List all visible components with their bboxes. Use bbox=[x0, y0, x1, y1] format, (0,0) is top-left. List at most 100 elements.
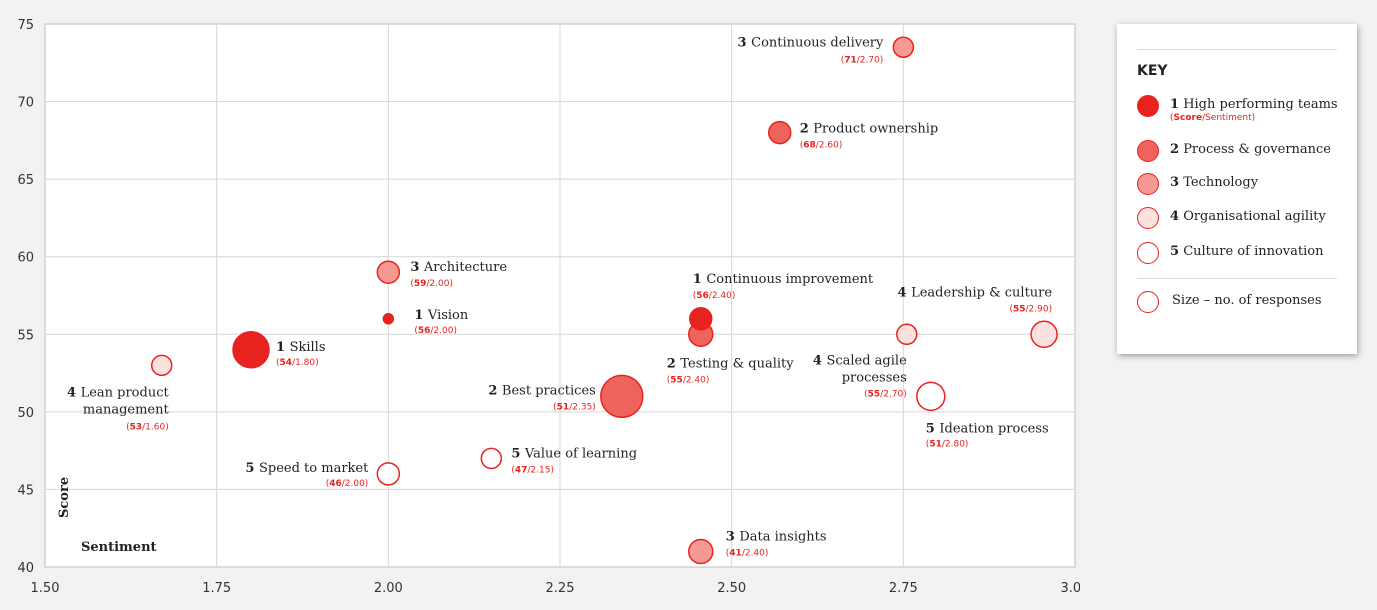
legend-item-label: Organisational agility bbox=[1183, 209, 1326, 224]
point-name: 5 Speed to market bbox=[245, 461, 369, 476]
x-tick-label: 2.25 bbox=[546, 581, 575, 596]
scatter-chart: 1.50 1.75 2.00 2.25 2.50 2.75 3.00 40 45 50 55 60 65… bbox=[17, 18, 1080, 596]
axis-ticks: 1.50 1.75 2.00 2.25 2.50 2.75 3.00 40 45 50 55 60 65… bbox=[17, 18, 1080, 596]
point-label-best-practices: 2 Best practices (51/2.35) bbox=[488, 383, 595, 412]
point-score-sentiment: (51/2.35) bbox=[553, 402, 596, 412]
point-label-skills: 1 Skills (54/1.80) bbox=[276, 340, 326, 368]
legend-item-organisational-agility: 4 Organisational agility bbox=[1137, 207, 1326, 229]
bubble-continuous-improvement bbox=[689, 307, 713, 331]
point-score-sentiment: (55/2.90) bbox=[1009, 304, 1052, 314]
point-name: 4 Lean product bbox=[67, 385, 169, 400]
point-name: 5 Value of learning bbox=[511, 446, 637, 461]
point-name: 3 Continuous delivery bbox=[738, 35, 884, 50]
point-score-sentiment: (68/2.60) bbox=[800, 141, 843, 151]
y-tick-label: 45 bbox=[17, 483, 34, 498]
point-score-sentiment: (55/2.70) bbox=[864, 389, 907, 399]
legend-item-culture-of-innovation: 5 Culture of innovation bbox=[1137, 242, 1323, 264]
legend-item-size: Size – no. of responses bbox=[1137, 291, 1322, 313]
legend-swatch-5 bbox=[1137, 242, 1159, 264]
x-tick-label: 2.50 bbox=[717, 581, 746, 596]
point-name: 3 Architecture bbox=[410, 260, 507, 275]
x-tick-label: 1.50 bbox=[31, 581, 60, 596]
legend-item-num: 5 bbox=[1170, 244, 1180, 259]
point-name: 1 Skills bbox=[276, 340, 326, 355]
point-score-sentiment: (53/1.60) bbox=[126, 422, 169, 432]
point-name: 2 Testing & quality bbox=[667, 356, 795, 371]
point-name: 3 Data insights bbox=[726, 529, 827, 544]
point-score-sentiment: (56/2.00) bbox=[414, 326, 457, 336]
point-score-sentiment: (59/2.00) bbox=[410, 279, 453, 289]
point-label-leadership-culture: 4 Leadership & culture (55/2.90) bbox=[898, 285, 1053, 314]
legend-item-high-performing-teams: 1 High performing teams (Score/Sentiment… bbox=[1137, 95, 1338, 123]
point-label-vision: 1 Vision (56/2.00) bbox=[414, 308, 469, 336]
bubble-leadership-culture bbox=[1030, 320, 1058, 349]
legend-title: KEY bbox=[1137, 63, 1168, 79]
x-tick-label: 2.00 bbox=[374, 581, 403, 596]
legend-item-num: 3 bbox=[1170, 175, 1180, 190]
legend-swatch-4 bbox=[1137, 207, 1159, 229]
y-tick-label: 40 bbox=[17, 561, 34, 576]
legend-item-num: 1 bbox=[1170, 97, 1180, 112]
point-score-sentiment: (51/2.80) bbox=[926, 439, 969, 449]
legend-item-num: 4 bbox=[1170, 209, 1180, 224]
y-tick-label: 55 bbox=[17, 328, 34, 343]
legend-item-process-governance: 2 Process & governance bbox=[1137, 140, 1331, 162]
y-tick-label: 75 bbox=[17, 18, 34, 33]
bubble-vision bbox=[382, 313, 395, 325]
point-label-value-of-learning: 5 Value of learning (47/2.15) bbox=[511, 446, 637, 475]
point-label-continuous-delivery: 3 Continuous delivery (71/2.70) bbox=[738, 35, 884, 65]
bubble-continuous-delivery bbox=[892, 36, 915, 59]
point-label-scaled-agile-processes: 4 Scaled agile processes (55/2.70) bbox=[813, 353, 907, 399]
point-name: 1 Continuous improvement bbox=[693, 272, 874, 287]
bubble-value-of-learning bbox=[480, 447, 503, 470]
x-tick-label: 3.00 bbox=[1061, 581, 1080, 596]
bubble-best-practices bbox=[600, 374, 644, 419]
legend-item-label: Culture of innovation bbox=[1183, 244, 1324, 259]
bubble-ideation-process bbox=[916, 381, 946, 412]
y-axis-title: Score bbox=[57, 477, 72, 518]
point-score-sentiment: (56/2.40) bbox=[693, 291, 736, 301]
point-name-line2: management bbox=[83, 402, 170, 417]
point-score-sentiment: (46/2.00) bbox=[326, 479, 369, 489]
legend-panel: KEY 1 High performing teams (Score/Senti… bbox=[1117, 24, 1357, 354]
legend-item-label: Technology bbox=[1183, 175, 1259, 190]
x-axis-title: Sentiment bbox=[81, 540, 157, 555]
point-score-sentiment: (41/2.40) bbox=[726, 548, 769, 558]
point-name: 2 Product ownership bbox=[800, 122, 938, 137]
point-score-sentiment: (54/1.80) bbox=[276, 358, 319, 368]
bubble-scaled-agile-processes bbox=[896, 323, 918, 346]
legend-swatch-2 bbox=[1137, 140, 1159, 162]
bubble-architecture bbox=[376, 260, 401, 284]
legend-item-label: Process & governance bbox=[1183, 142, 1331, 157]
point-label-lean-product-management: 4 Lean product management (53/1.60) bbox=[67, 385, 169, 432]
legend-item-sub: (Score/Sentiment) bbox=[1170, 113, 1256, 123]
x-tick-label: 2.75 bbox=[889, 581, 918, 596]
legend-divider-top bbox=[1137, 49, 1337, 50]
legend-size-swatch bbox=[1137, 291, 1159, 313]
data-labels: 3 Continuous delivery (71/2.70) 2 Product … bbox=[67, 35, 1052, 558]
legend-item-technology: 3 Technology bbox=[1137, 173, 1258, 195]
point-name-line2: processes bbox=[842, 370, 907, 385]
legend-swatch-1 bbox=[1137, 95, 1159, 117]
legend-divider-bottom bbox=[1137, 278, 1337, 279]
y-tick-label: 50 bbox=[17, 406, 34, 421]
bubble-lean-product-management bbox=[150, 354, 173, 377]
point-label-continuous-improvement: 1 Continuous improvement (56/2.40) bbox=[693, 272, 874, 301]
point-name: 5 Ideation process bbox=[926, 421, 1049, 436]
point-score-sentiment: (55/2.40) bbox=[667, 375, 710, 385]
point-name: 4 Scaled agile bbox=[813, 353, 907, 368]
point-label-product-ownership: 2 Product ownership (68/2.60) bbox=[800, 122, 938, 151]
point-label-ideation-process: 5 Ideation process (51/2.80) bbox=[926, 421, 1049, 449]
point-label-data-insights: 3 Data insights (41/2.40) bbox=[726, 529, 827, 558]
bubble-speed-to-market bbox=[376, 462, 401, 486]
y-tick-label: 70 bbox=[17, 96, 34, 111]
y-tick-label: 65 bbox=[17, 173, 34, 188]
legend-item-num: 2 bbox=[1170, 142, 1180, 157]
data-points bbox=[150, 36, 1058, 565]
grid-lines bbox=[45, 24, 1075, 567]
point-label-architecture: 3 Architecture (59/2.00) bbox=[410, 260, 507, 289]
legend-item-label: High performing teams bbox=[1183, 97, 1338, 112]
point-score-sentiment: (71/2.70) bbox=[841, 55, 884, 65]
x-tick-label: 1.75 bbox=[202, 581, 231, 596]
legend-size-label: Size – no. of responses bbox=[1172, 293, 1322, 308]
